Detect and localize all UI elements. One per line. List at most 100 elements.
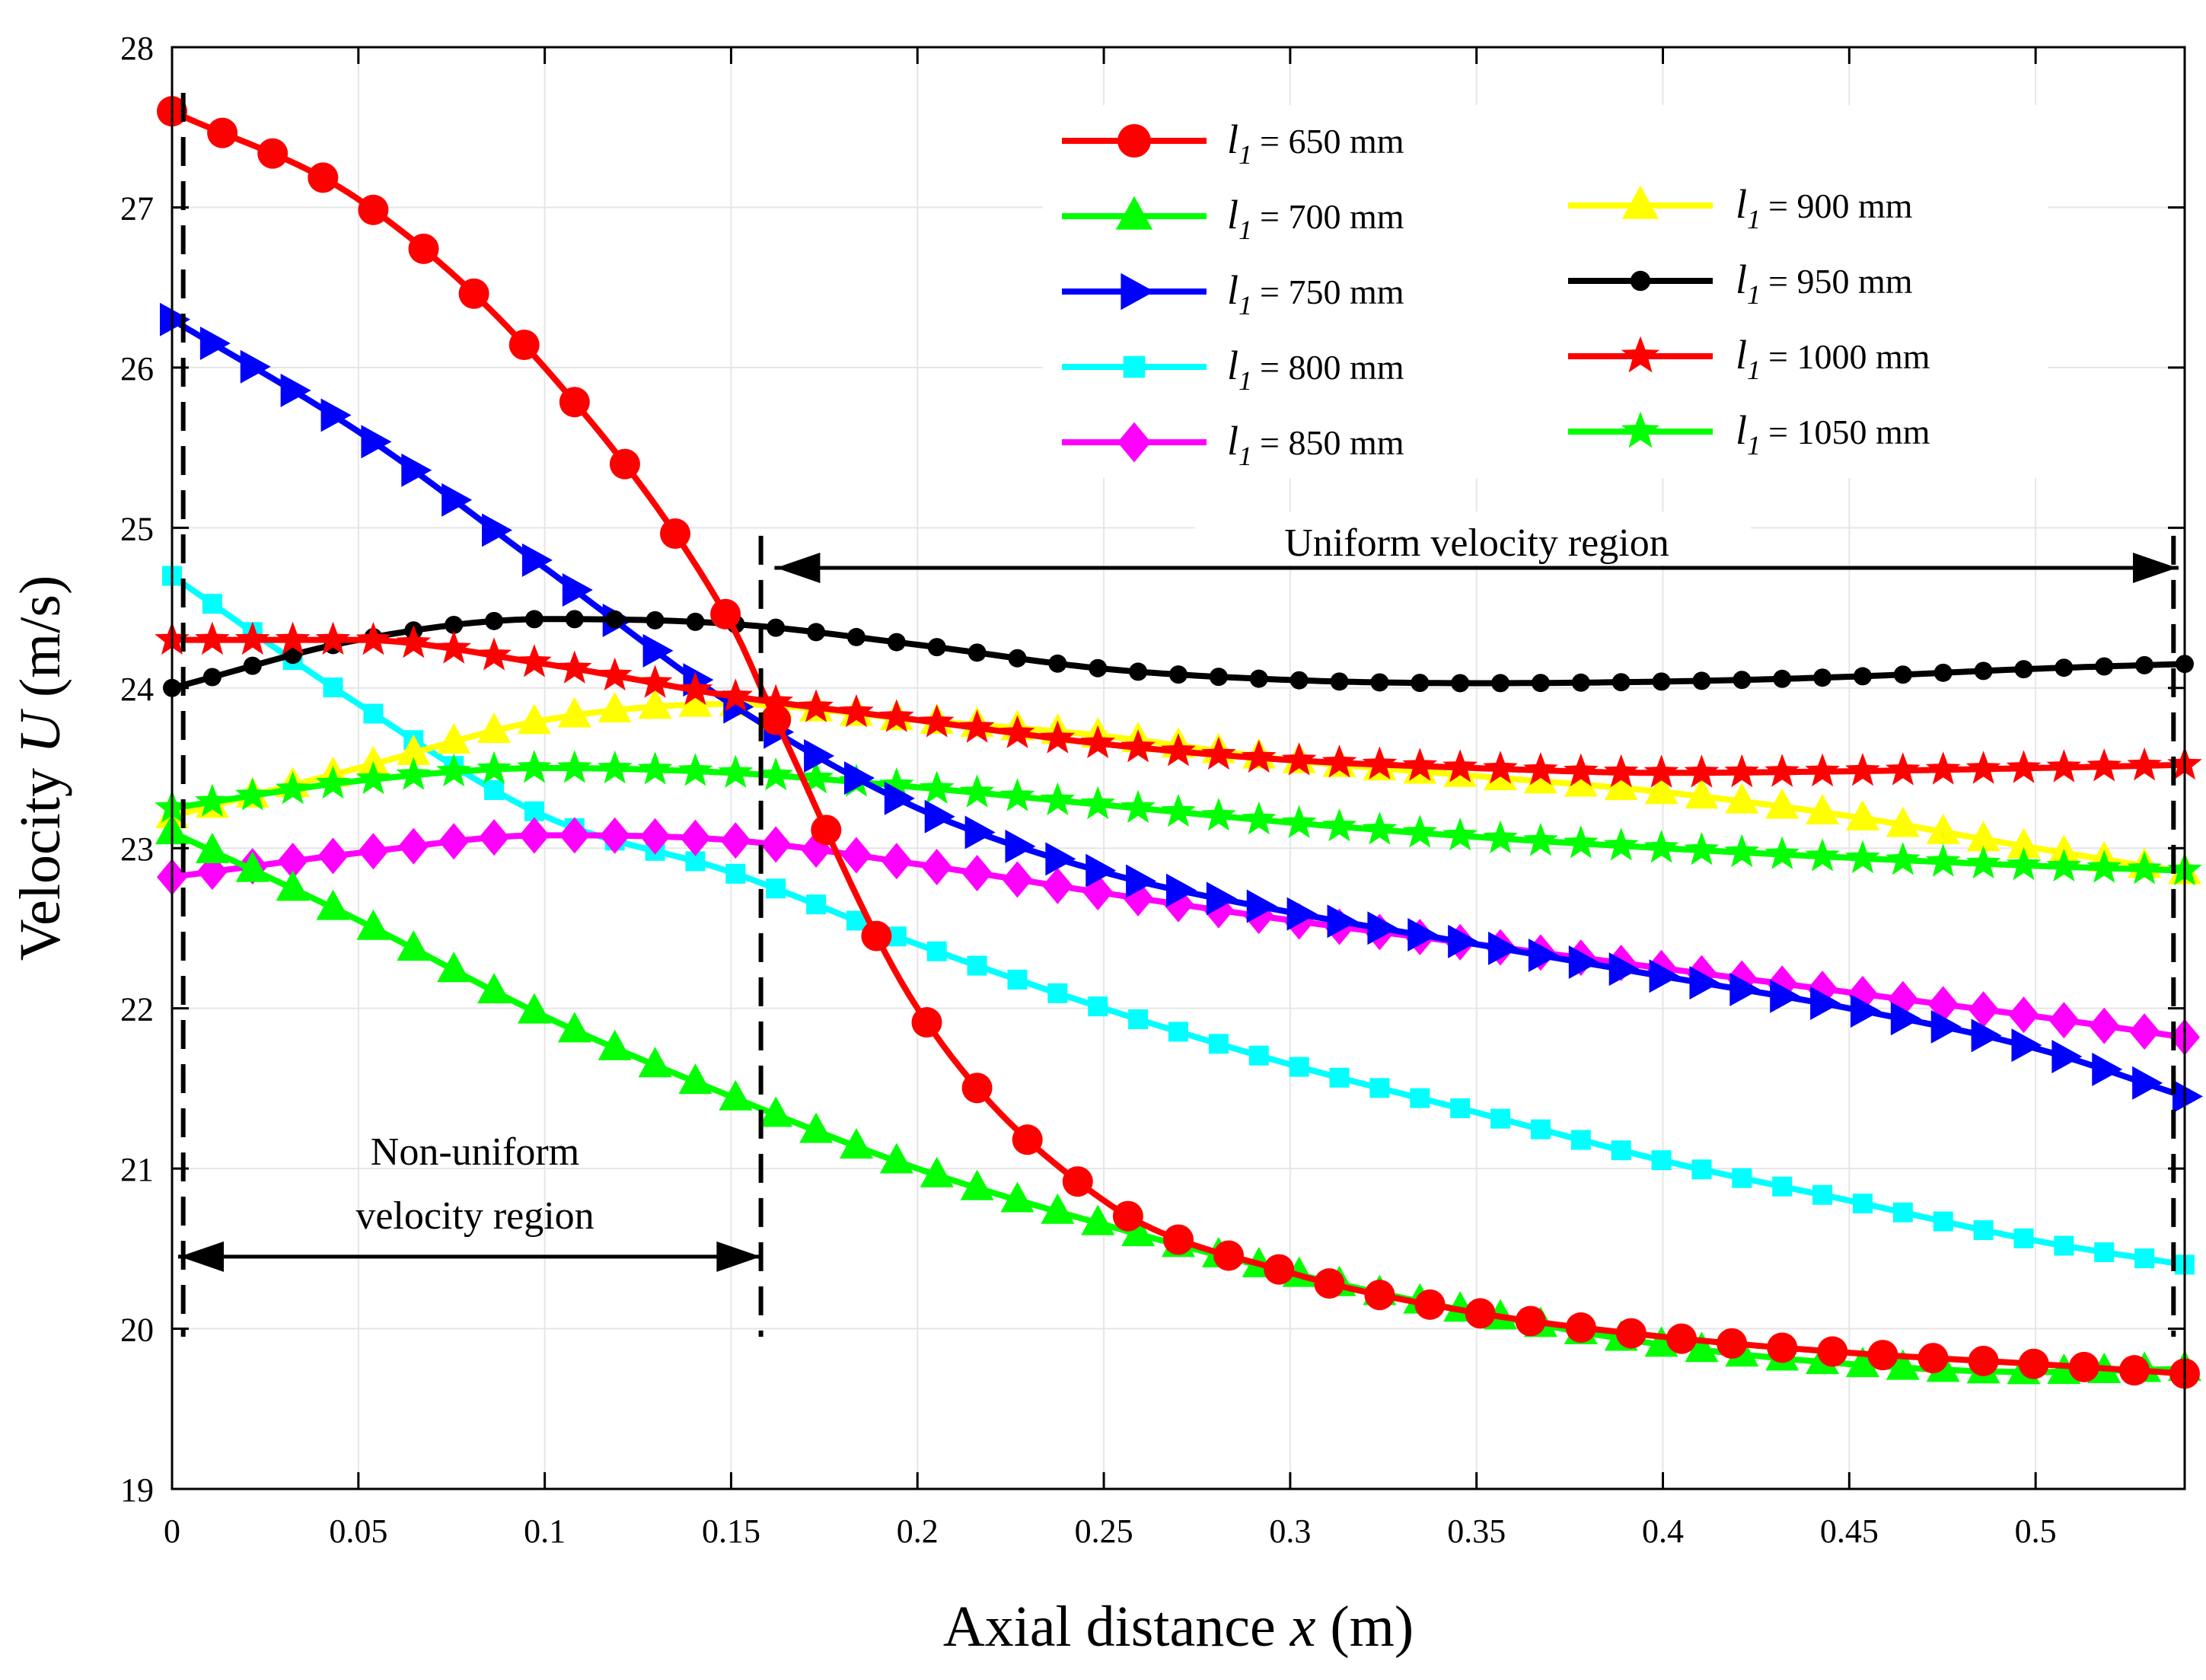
legend-entry-4: l1 = 800 mm [1062,343,1404,396]
data-point [521,543,553,577]
data-point [1850,994,1881,1028]
data-point [1402,814,1438,848]
data-point [356,909,391,940]
data-point [1129,662,1148,681]
x-tick-label: 0.05 [329,1513,387,1550]
data-point [1685,1331,1719,1363]
legend-text: = 850 mm [1260,423,1404,462]
data-point [1370,673,1389,692]
data-point [1886,842,1921,875]
data-point [960,1169,994,1200]
data-point [1128,1009,1149,1030]
data-point [1867,1340,1898,1371]
data-point [799,1112,834,1143]
data-point [967,955,987,976]
data-point [1008,649,1027,668]
data-point [1121,789,1156,824]
data-point [879,1143,913,1174]
data-point [598,692,632,723]
legend-label: l1 = 750 mm [1227,267,1404,320]
data-point [484,779,505,800]
data-point [1007,969,1028,990]
data-point [1407,918,1439,952]
data-point [598,1029,632,1060]
legend-sub: 1 [1238,290,1252,320]
data-point [1314,1268,1345,1299]
data-point [438,823,470,860]
data-point [718,754,754,788]
series-4 [162,566,2195,1275]
data-point [1450,1098,1471,1118]
data-point [2046,749,2082,783]
data-point [605,610,624,629]
data-point [2055,658,2074,677]
data-point [1813,668,1832,687]
data-point [2094,1242,2115,1263]
data-point [1845,840,1880,874]
data-point [1206,881,1237,916]
data-point [1443,749,1478,783]
data-point [959,774,995,808]
data-point [639,818,671,855]
data-point [317,837,349,875]
data-point [1281,805,1317,838]
data-point [1088,996,1108,1017]
data-point [1488,931,1519,965]
data-point [2086,748,2122,782]
data-point [1161,793,1196,827]
data-point [2008,996,2039,1034]
data-point [1523,752,1558,786]
data-point [920,1156,954,1187]
legend-var: l [1227,267,1238,313]
data-point [508,329,540,360]
data-point [2092,1052,2123,1086]
legend-label: l1 = 1050 mm [1736,407,1930,461]
legend-label: l1 = 950 mm [1736,257,1913,310]
x-tick-label: 0.2 [897,1513,939,1550]
data-point [557,750,592,783]
data-point [234,777,270,811]
data-point [257,138,289,169]
data-point [1483,820,1518,853]
data-point [1564,766,1598,797]
data-point [999,778,1035,811]
data-point [1042,867,1073,904]
nonuniform-label-line2: velocity region [355,1194,594,1238]
data-point [1369,1078,1390,1098]
data-point [637,665,673,698]
data-point [1163,1224,1194,1255]
data-point [559,817,590,854]
data-point [1845,799,1879,830]
data-point [1973,1220,1994,1241]
data-point [799,689,834,722]
data-point [1364,1280,1395,1311]
data-point [202,668,222,687]
data-point [1168,1022,1188,1042]
data-point [557,1012,591,1043]
data-point [760,826,792,863]
y-tick-label: 24 [120,671,154,708]
data-point [234,621,270,655]
data-point [323,677,343,697]
data-point [1528,938,1559,972]
data-point [320,398,352,432]
data-point [1725,783,1759,814]
x-tick-label: 0.1 [524,1513,566,1550]
data-point [275,771,311,805]
data-point [1890,1002,1921,1036]
data-point [1327,904,1358,939]
y-tick-label: 27 [120,190,154,227]
data-point [806,894,827,915]
series-1 [157,96,2200,1389]
legend-text: = 950 mm [1768,262,1913,301]
data-point [879,767,914,801]
data-point [1691,1159,1712,1180]
data-point [1515,1305,1546,1337]
data-point [1402,748,1438,781]
data-point [1321,744,1357,778]
data-point [1933,1211,1953,1232]
data-point [280,373,311,407]
data-point [1886,806,1920,837]
data-point [559,387,590,418]
